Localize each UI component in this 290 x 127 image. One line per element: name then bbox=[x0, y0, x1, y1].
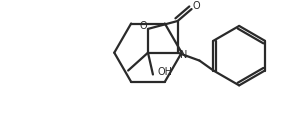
Text: OH: OH bbox=[157, 67, 172, 76]
Text: O: O bbox=[139, 21, 147, 31]
Text: N: N bbox=[180, 50, 187, 60]
Text: O: O bbox=[193, 1, 200, 11]
